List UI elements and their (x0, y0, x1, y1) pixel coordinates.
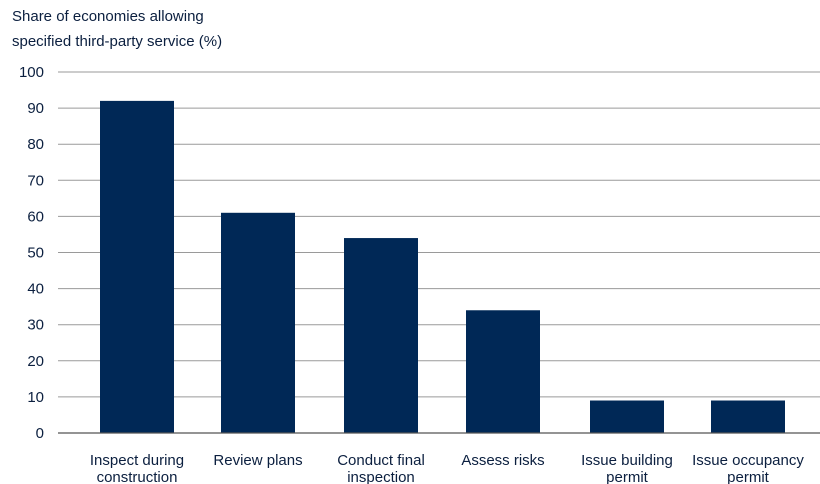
y-tick-label: 90 (27, 100, 44, 117)
x-category-label: Review plans (213, 452, 302, 469)
x-category-label: construction (97, 469, 178, 484)
y-tick-label: 80 (27, 136, 44, 153)
y-tick-label: 10 (27, 389, 44, 406)
y-tick-label: 70 (27, 172, 44, 189)
x-category-label: Issue occupancy (692, 452, 804, 469)
y-tick-label: 50 (27, 245, 44, 262)
bar (590, 400, 664, 433)
bar (711, 400, 785, 433)
y-axis-title: Share of economies allowing specified thi… (12, 8, 222, 50)
y-axis-title-line: Share of economies allowing (12, 8, 204, 25)
y-axis-title-line: specified third-party service (%) (12, 33, 222, 50)
bar (466, 310, 540, 433)
y-tick-labels: 0 10 20 30 40 50 60 70 80 90 100 (19, 64, 44, 442)
x-category-label: permit (606, 469, 649, 484)
x-category-label: Inspect during (90, 452, 184, 469)
bar (344, 238, 418, 433)
y-tick-label: 0 (36, 425, 44, 442)
x-category-label: Issue building (581, 452, 673, 469)
x-category-label: Assess risks (461, 452, 544, 469)
x-category-label: permit (727, 469, 770, 484)
gridlines (58, 71, 820, 398)
y-tick-label: 30 (27, 317, 44, 334)
x-category-label: inspection (347, 469, 415, 484)
bar (100, 100, 174, 433)
y-tick-label: 100 (19, 64, 44, 81)
y-tick-label: 60 (27, 208, 44, 225)
bar (221, 212, 295, 433)
bars (100, 100, 785, 433)
x-category-label: Conduct final (337, 452, 425, 469)
y-tick-label: 40 (27, 281, 44, 298)
y-tick-label: 20 (27, 353, 44, 370)
